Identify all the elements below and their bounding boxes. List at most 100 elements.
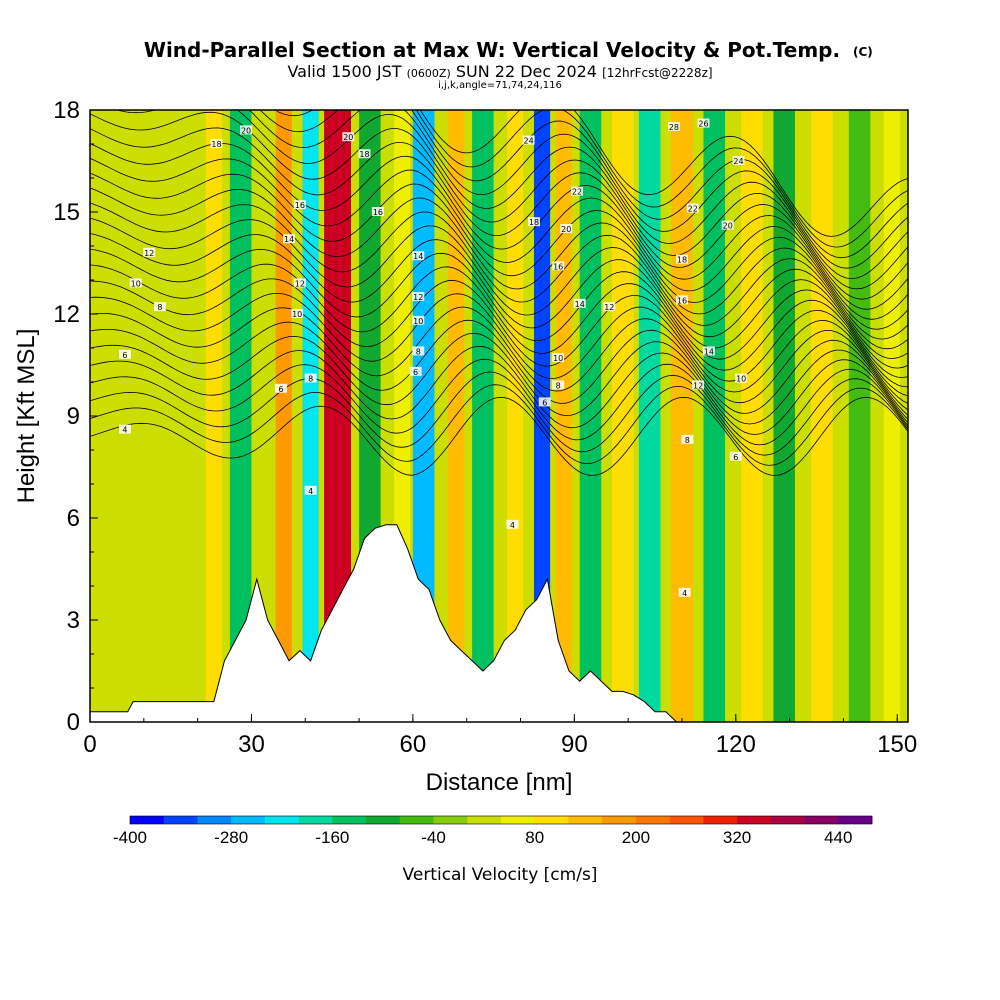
contour-label: 6 [538, 397, 551, 407]
svg-text:20: 20 [241, 126, 251, 135]
contour-label: 20 [342, 132, 355, 142]
y-tick-label: 9 [67, 403, 80, 430]
theta-contour [90, 358, 908, 446]
contour-label: 22 [571, 186, 584, 197]
svg-text:22: 22 [572, 188, 582, 197]
svg-text:14: 14 [284, 235, 294, 244]
svg-text:10: 10 [292, 310, 302, 319]
svg-text:6: 6 [542, 398, 547, 407]
contour-label: 8 [552, 380, 565, 390]
y-tick-label: 0 [67, 709, 80, 736]
theta-contour [90, 332, 908, 425]
svg-text:6: 6 [413, 368, 418, 377]
contour-label: 10 [552, 353, 565, 363]
colorbar-swatch [568, 816, 603, 824]
x-tick-label: 60 [400, 731, 427, 758]
valid-zulu: (0600Z) [407, 67, 451, 80]
svg-text:8: 8 [308, 375, 313, 384]
theta-contour [90, 172, 908, 330]
colorbar-swatch [737, 816, 772, 824]
y-tick-label: 12 [53, 301, 80, 328]
y-tick-label: 18 [53, 97, 80, 124]
contour-label: 16 [552, 261, 565, 271]
theta-contour [274, 110, 908, 248]
colorbar-tick-label: -40 [421, 828, 446, 847]
contour-label: 20 [240, 125, 253, 135]
contour-label: 8 [681, 434, 694, 445]
x-axis: 0 30 60 90 120 150 [83, 714, 917, 758]
theta-contour [248, 110, 908, 269]
theta-contour [259, 110, 908, 259]
svg-text:4: 4 [510, 521, 515, 530]
theta-contour [90, 293, 908, 404]
contour-label: 16 [293, 200, 306, 210]
colorbar-swatch [399, 816, 434, 824]
velocity-band [507, 110, 524, 722]
colorbar-swatch [163, 816, 198, 824]
theta-contour [90, 187, 908, 340]
forecast-tag: [12hrFcst@2228z] [602, 66, 712, 80]
contour-label: 14 [573, 298, 586, 309]
colorbar: -400 -280 -160 -40 80 200 320 440 [113, 815, 873, 847]
contour-label: 14 [412, 251, 425, 261]
contour-label: 26 [697, 118, 710, 129]
theta-contour [90, 142, 908, 310]
contour-label: 12 [603, 302, 616, 312]
theta-contour [419, 110, 908, 237]
colorbar-label: Vertical Velocity [cm/s] [403, 865, 598, 885]
svg-text:28: 28 [669, 123, 679, 132]
contour-label: 16 [675, 295, 688, 305]
svg-text:18: 18 [211, 140, 221, 149]
x-tick-label: 150 [877, 731, 917, 758]
colorbar-tick-label: 80 [525, 828, 544, 847]
colorbar-swatch [231, 816, 266, 824]
contour-label: 18 [675, 254, 688, 265]
svg-text:14: 14 [704, 347, 714, 356]
contour-label: 4 [678, 587, 691, 598]
plot-area: 4681012182016141210864201816141210864241… [90, 110, 908, 722]
theta-contour [90, 127, 908, 300]
colorbar-tick-label: 440 [824, 828, 852, 847]
contour-label: 12 [293, 278, 306, 288]
colorbar-swatch [602, 816, 637, 824]
velocity-band [848, 110, 871, 722]
contour-label: 4 [118, 424, 131, 435]
colorbar-swatch [298, 816, 333, 824]
colorbar-swatch [501, 816, 536, 824]
chart-title: Wind-Parallel Section at Max W: Vertical… [144, 38, 840, 62]
x-tick-label: 90 [561, 731, 588, 758]
svg-text:18: 18 [529, 218, 539, 227]
theta-contour [90, 111, 908, 290]
y-axis-label: Height [Kft MSL] [13, 329, 40, 504]
colorbar-swatch [669, 816, 704, 824]
x-axis-label: Distance [nm] [426, 769, 573, 796]
contour-label: 8 [304, 373, 317, 384]
theta-contour [90, 319, 908, 416]
y-axis: 0 3 6 9 12 15 18 [53, 97, 98, 736]
svg-text:6: 6 [278, 385, 283, 394]
contour-label: 14 [283, 234, 296, 244]
velocity-band [811, 110, 833, 722]
theta-contour [90, 233, 908, 369]
theta-contour [90, 248, 908, 378]
svg-text:4: 4 [308, 487, 313, 496]
svg-text:12: 12 [144, 249, 154, 258]
valid-time: Valid 1500 JST [287, 62, 401, 81]
theta-contour [90, 371, 908, 456]
colorbar-swatch [197, 816, 232, 824]
svg-text:12: 12 [295, 279, 305, 288]
velocity-band [579, 110, 602, 722]
svg-text:16: 16 [295, 201, 305, 210]
chart-subtitle: Valid 1500 JST (0600Z) SUN 22 Dec 2024 [… [287, 62, 712, 81]
x-tick-label: 120 [716, 731, 756, 758]
contour-label: 10 [735, 373, 748, 384]
svg-text:6: 6 [122, 351, 127, 360]
svg-text:26: 26 [698, 120, 708, 129]
colorbar-swatch [804, 816, 839, 824]
svg-text:22: 22 [688, 205, 698, 214]
terrain-profile [90, 524, 908, 722]
contour-label: 24 [732, 156, 745, 166]
velocity-band [883, 110, 900, 722]
svg-text:20: 20 [343, 133, 353, 142]
